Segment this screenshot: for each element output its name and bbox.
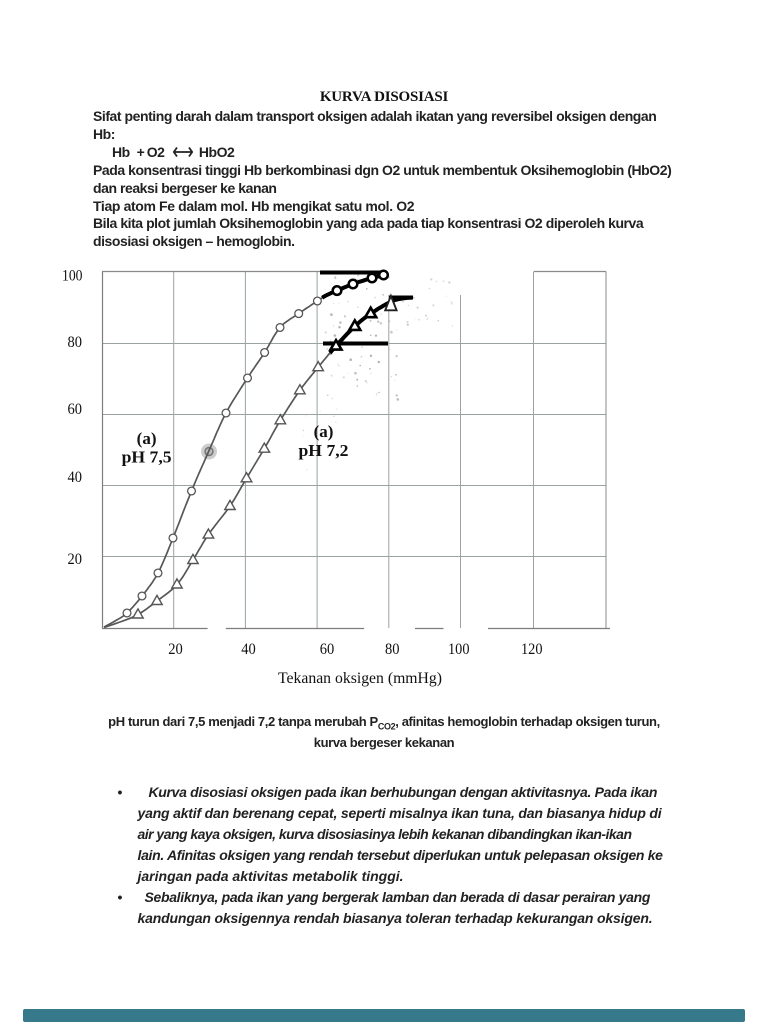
svg-text:(a): (a) — [137, 429, 157, 448]
svg-text:40: 40 — [241, 641, 256, 658]
svg-text:100: 100 — [448, 641, 470, 658]
svg-text:40: 40 — [68, 469, 83, 486]
svg-text:80: 80 — [68, 334, 83, 351]
svg-text:20: 20 — [68, 551, 83, 568]
svg-text:pH 7,5: pH 7,5 — [122, 448, 172, 467]
svg-text:60: 60 — [68, 401, 83, 418]
svg-text:20: 20 — [168, 641, 183, 658]
svg-text:(a): (a) — [314, 422, 334, 441]
svg-text:pH 7,2: pH 7,2 — [299, 441, 349, 460]
svg-text:Tekanan oksigen (mmHg): Tekanan oksigen (mmHg) — [278, 670, 442, 687]
svg-text:120: 120 — [521, 641, 543, 658]
svg-text:60: 60 — [320, 641, 335, 658]
svg-text:80: 80 — [385, 641, 400, 658]
svg-text:100: 100 — [62, 268, 83, 285]
